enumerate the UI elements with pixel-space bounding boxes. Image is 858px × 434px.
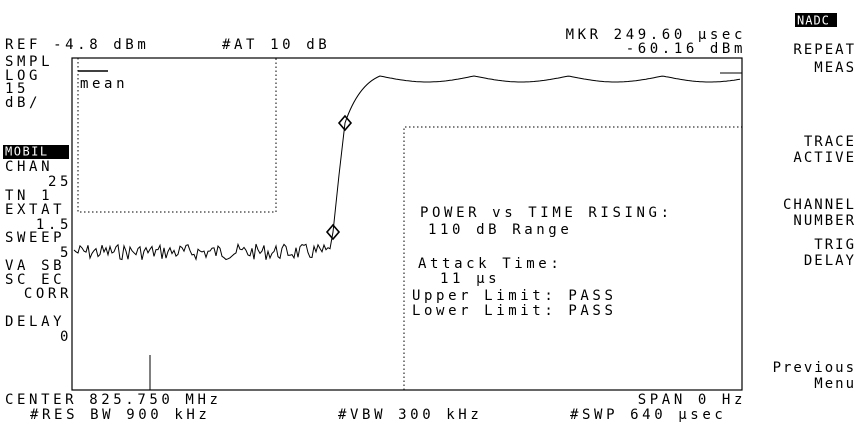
result-range: 110 dB Range bbox=[428, 222, 572, 238]
left-annotation: 5 bbox=[60, 245, 72, 261]
marker-level: -60.16 dBm bbox=[626, 41, 746, 57]
mobil-badge bbox=[3, 145, 69, 159]
lower-limit: Lower Limit: PASS bbox=[412, 303, 617, 319]
left-annotation: 0 bbox=[60, 329, 72, 345]
vbw: #VBW 300 kHz bbox=[338, 407, 482, 423]
marker-time: MKR 249.60 µsec bbox=[566, 27, 746, 43]
softkey-label: Previous bbox=[773, 360, 856, 376]
left-annotation: SC EC bbox=[5, 272, 65, 288]
left-annotation: VA SB bbox=[5, 258, 65, 274]
softkey-label: ACTIVE bbox=[793, 150, 856, 166]
left-annotation: TN 1 bbox=[5, 188, 53, 204]
softkey-label: MEAS bbox=[814, 60, 856, 76]
softkey-label: REPEAT bbox=[793, 42, 856, 58]
left-annotation: 1.5 bbox=[36, 217, 72, 233]
left-annotation: EXTAT bbox=[5, 202, 65, 218]
left-annotation: CHAN bbox=[5, 159, 53, 175]
center-freq: CENTER 825.750 MHz bbox=[5, 392, 222, 408]
marker-diamonds bbox=[325, 114, 353, 241]
softkey-label: TRIG bbox=[814, 237, 856, 253]
softkey-label: DELAY bbox=[804, 253, 856, 269]
ref-level: REF -4.8 dBm bbox=[5, 37, 149, 53]
left-annotation: LOG bbox=[5, 68, 41, 84]
res-bw: #RES BW 900 kHz bbox=[30, 407, 210, 423]
attenuation: #AT 10 dB bbox=[222, 37, 330, 53]
trace-label: mean bbox=[80, 76, 128, 92]
left-annotation: 25 bbox=[48, 174, 72, 190]
left-annotation: CORR bbox=[24, 286, 72, 302]
left-annotation: dB/ bbox=[5, 95, 41, 111]
result-title: POWER vs TIME RISING: bbox=[420, 205, 673, 221]
left-annotation: SWEEP bbox=[5, 230, 65, 246]
attack-label: Attack Time: bbox=[418, 256, 562, 272]
left-annotation: 15 bbox=[5, 81, 29, 97]
left-annotation: SMPL bbox=[5, 54, 53, 70]
softkey-label: TRACE bbox=[804, 134, 856, 150]
attack-value: 11 µs bbox=[440, 271, 500, 287]
softkey-label: NUMBER bbox=[793, 213, 856, 229]
mode-badge bbox=[795, 13, 837, 27]
upper-limit: Upper Limit: PASS bbox=[412, 288, 617, 304]
softkey-label: CHANNEL bbox=[783, 197, 856, 213]
span: SPAN 0 Hz bbox=[638, 392, 746, 408]
sweep-time: #SWP 640 µsec bbox=[570, 407, 726, 423]
softkey-label: Menu bbox=[814, 376, 856, 392]
mask-region bbox=[77, 58, 277, 213]
mode: NADC bbox=[797, 14, 830, 28]
left-annotation: MOBIL bbox=[5, 145, 49, 159]
left-annotation: DELAY bbox=[5, 314, 65, 330]
trace bbox=[73, 75, 741, 262]
graticule bbox=[71, 57, 743, 391]
result-region bbox=[403, 126, 742, 390]
